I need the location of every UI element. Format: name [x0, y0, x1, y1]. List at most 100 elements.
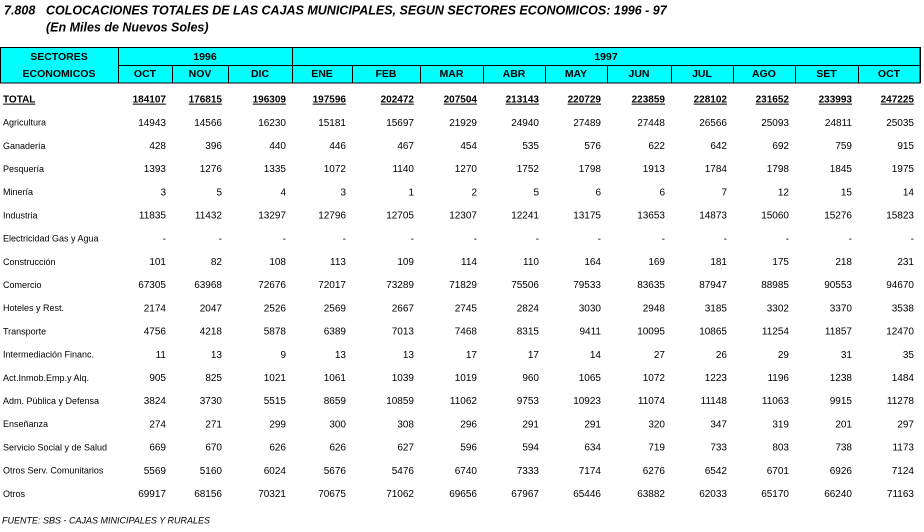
row-label: Construcción [3, 257, 56, 267]
cell-value: 175 [772, 257, 789, 268]
cell-value: 25035 [886, 118, 914, 129]
cell-value: 27489 [573, 118, 601, 129]
row-label: Act.Inmob.Emp.y Alq. [3, 373, 89, 383]
cell-value: 446 [329, 141, 346, 152]
month-header: DIC [251, 68, 270, 80]
cell-value: 63882 [637, 489, 665, 500]
cell-value: 297 [897, 419, 914, 430]
cell-value: 5569 [144, 466, 167, 477]
cell-value: 642 [710, 141, 727, 152]
cell-value: - [283, 234, 286, 245]
cell-value: - [474, 234, 477, 245]
cell-value: 67305 [138, 280, 166, 291]
cell-value: 11835 [139, 211, 167, 222]
cell-value: 627 [397, 443, 414, 454]
cell-value: 2824 [517, 303, 540, 314]
cell-value: 825 [205, 373, 222, 384]
cell-value: 1238 [830, 373, 853, 384]
cell-value: 73289 [386, 280, 414, 291]
cell-value: 626 [269, 443, 286, 454]
cell-value: 669 [149, 443, 166, 454]
cell-value: 1798 [579, 164, 602, 175]
cell-value: 17 [528, 350, 540, 361]
row-label: Transporte [3, 326, 46, 336]
cell-value: 1 [408, 187, 414, 198]
cell-value: 12796 [318, 211, 346, 222]
cell-value: 66240 [824, 489, 852, 500]
cell-value: 1335 [264, 164, 287, 175]
stub-header: SECTORES [30, 51, 88, 63]
source-note: FUENTE: SBS - CAJAS MINICIPALES Y RURALE… [2, 515, 210, 525]
cell-value: 15181 [318, 118, 346, 129]
cell-value: 428 [149, 141, 166, 152]
cell-value: 31 [841, 350, 853, 361]
cell-value: 3302 [767, 303, 790, 314]
cell-value: 13653 [637, 211, 665, 222]
cell-value: 300 [329, 419, 346, 430]
cell-value: 1061 [324, 373, 347, 384]
cell-value: 9915 [830, 396, 853, 407]
cell-value: 3 [340, 187, 346, 198]
cell-value: 1021 [264, 373, 287, 384]
cell-value: 3030 [579, 303, 602, 314]
cell-value: 2 [471, 187, 477, 198]
row-label: Servicio Social y de Salud [3, 442, 107, 452]
row-label: Enseñanza [3, 419, 48, 429]
cell-value: 207504 [444, 95, 478, 106]
cell-value: - [849, 234, 852, 245]
cell-value: 6542 [705, 466, 728, 477]
cell-value: 12705 [386, 211, 414, 222]
cell-value: 1975 [892, 164, 915, 175]
cell-value: 5676 [324, 466, 347, 477]
cell-value: 1019 [455, 373, 478, 384]
cell-value: 21929 [449, 118, 477, 129]
cell-value: 296 [460, 419, 477, 430]
cell-value: 11148 [701, 396, 728, 407]
cell-value: 71829 [449, 280, 477, 291]
cell-value: 15276 [824, 211, 852, 222]
cell-value: 7333 [517, 466, 540, 477]
cell-value: 6276 [643, 466, 666, 477]
cell-value: 101 [149, 257, 166, 268]
cell-value: 291 [584, 419, 601, 430]
cell-value: 347 [710, 419, 727, 430]
cell-value: 11074 [638, 396, 666, 407]
cell-value: 299 [269, 419, 286, 430]
cell-value: 67967 [511, 489, 539, 500]
cell-value: - [598, 234, 601, 245]
year-header: 1997 [594, 51, 618, 63]
cell-value: 10865 [699, 327, 727, 338]
month-header: JUL [692, 68, 712, 80]
cell-value: - [724, 234, 727, 245]
cell-value: 62033 [699, 489, 727, 500]
cell-value: 915 [897, 141, 914, 152]
cell-value: 218 [835, 257, 852, 268]
cell-value: 1173 [892, 443, 914, 454]
month-header: SET [816, 68, 837, 80]
month-header: MAR [440, 68, 464, 80]
cell-value: 114 [461, 257, 477, 268]
cell-value: 231 [897, 257, 914, 268]
cell-value: 2745 [455, 303, 478, 314]
cell-value: 3370 [830, 303, 853, 314]
cell-value: - [786, 234, 789, 245]
cell-value: 110 [523, 257, 539, 268]
cell-value: 7 [721, 187, 727, 198]
cell-value: 184107 [133, 95, 167, 106]
cell-value: 164 [584, 257, 601, 268]
row-label: Adm. Pública y Defensa [3, 396, 99, 406]
stub-header: ECONOMICOS [23, 68, 96, 80]
cell-value: 228102 [694, 95, 728, 106]
cell-value: 759 [835, 141, 852, 152]
cell-value: 905 [149, 373, 166, 384]
cell-value: 12470 [886, 327, 914, 338]
cell-value: 12307 [449, 211, 477, 222]
cell-value: 4 [280, 187, 286, 198]
year-header: 1996 [193, 51, 217, 63]
cell-value: 87947 [699, 280, 727, 291]
cell-value: 94670 [886, 280, 914, 291]
cell-value: - [163, 234, 166, 245]
cell-value: 11062 [450, 396, 478, 407]
cell-value: 233993 [819, 95, 853, 106]
cell-value: 738 [835, 443, 852, 454]
